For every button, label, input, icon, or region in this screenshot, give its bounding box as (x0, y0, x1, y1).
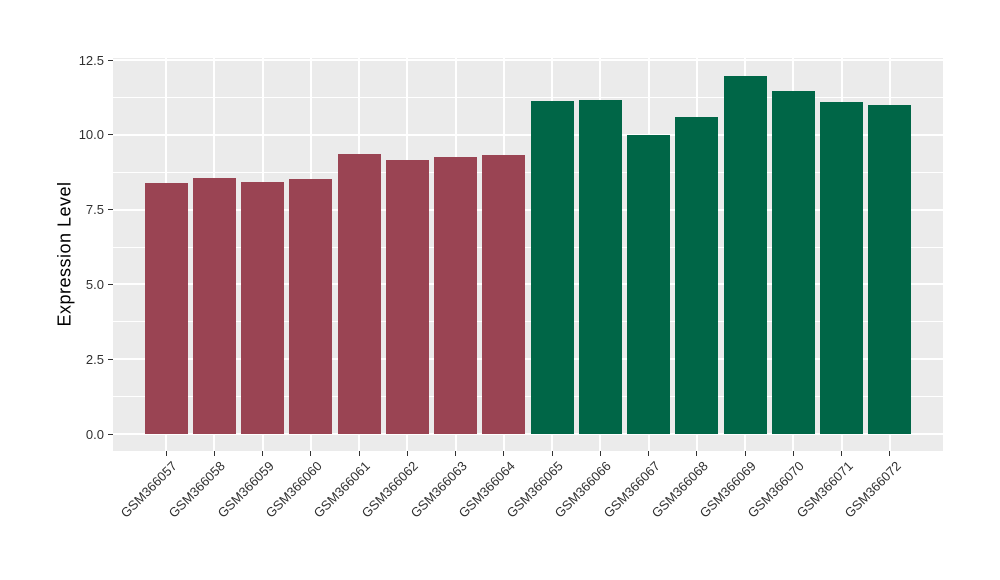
bar-GSM366070 (771, 90, 815, 434)
bar-GSM366066 (578, 100, 622, 434)
x-tick-mark (213, 451, 215, 456)
plot-panel (113, 58, 943, 451)
bar-GSM366062 (385, 160, 429, 434)
bar-GSM366058 (192, 177, 236, 434)
y-tick-mark (108, 358, 113, 360)
x-tick-mark (744, 451, 746, 456)
x-tick-mark (889, 451, 891, 456)
x-tick-mark (648, 451, 650, 456)
y-tick-label: 0.0 (85, 426, 104, 442)
bar-GSM366057 (144, 182, 188, 434)
y-tick-mark (108, 134, 113, 136)
bar-GSM366060 (289, 179, 333, 434)
x-tick-mark (455, 451, 457, 456)
y-tick-label: 12.5 (78, 52, 104, 68)
y-tick-label: 5.0 (85, 276, 104, 292)
bar-GSM366071 (820, 101, 864, 434)
y-tick-mark (108, 59, 113, 61)
x-tick-mark (599, 451, 601, 456)
x-tick-mark (406, 451, 408, 456)
x-tick-mark (841, 451, 843, 456)
bar-GSM366068 (675, 117, 719, 434)
h-gridline-major (113, 283, 943, 286)
x-tick-mark (503, 451, 505, 456)
x-tick-mark (310, 451, 312, 456)
y-tick-label: 2.5 (85, 351, 104, 367)
bar-GSM366064 (482, 155, 526, 434)
x-tick-mark (551, 451, 553, 456)
y-tick-label: 7.5 (85, 202, 104, 218)
h-gridline-minor (113, 246, 943, 248)
h-gridline-major (113, 358, 943, 361)
y-tick-mark (108, 209, 113, 211)
bar-GSM366059 (241, 182, 285, 434)
bar-GSM366065 (530, 101, 574, 434)
x-tick-mark (792, 451, 794, 456)
h-gridline-minor (113, 171, 943, 173)
x-tick-mark (262, 451, 264, 456)
bar-GSM366061 (337, 154, 381, 434)
h-gridline-minor (113, 396, 943, 398)
x-tick-mark (358, 451, 360, 456)
y-tick-label: 10.0 (78, 127, 104, 143)
x-tick-mark (696, 451, 698, 456)
h-gridline-major (113, 208, 943, 211)
h-gridline-major (113, 433, 943, 435)
y-tick-mark (108, 433, 113, 435)
x-tick-mark (165, 451, 167, 456)
bar-GSM366063 (434, 156, 478, 434)
bar-GSM366067 (627, 135, 671, 434)
h-gridline-major (113, 133, 943, 136)
y-tick-mark (108, 283, 113, 285)
bar-GSM366069 (723, 75, 767, 434)
bar-GSM366072 (868, 105, 912, 434)
h-gridline-minor (113, 321, 943, 323)
h-gridline-minor (113, 96, 943, 98)
h-gridline-major (113, 59, 943, 61)
